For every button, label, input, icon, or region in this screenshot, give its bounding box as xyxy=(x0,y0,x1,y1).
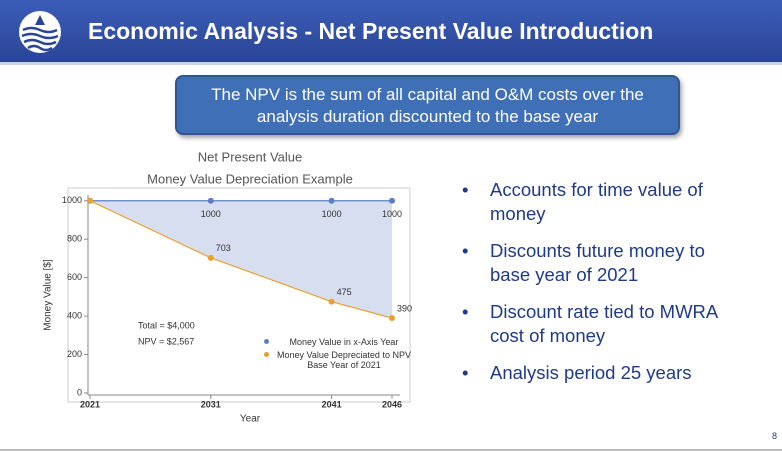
legend-label: Money Value Depreciated to NPV Base Year… xyxy=(277,350,411,370)
header-bar xyxy=(0,0,782,65)
bullet: Discount rate tied to MWRA cost of money xyxy=(458,300,733,348)
gap-area xyxy=(90,200,392,319)
data-point xyxy=(389,197,395,204)
chart-subtitle: Money Value Depreciation Example xyxy=(147,171,353,186)
data-label: 1000 xyxy=(322,209,342,219)
slide-edge xyxy=(0,449,782,451)
chart-title: Net Present Value xyxy=(198,149,303,164)
legend-marker xyxy=(264,339,269,344)
y-tick-label: 0 xyxy=(77,387,82,397)
logo xyxy=(19,11,61,53)
data-point xyxy=(207,197,214,204)
data-point xyxy=(87,197,93,204)
callout: The NPV is the sum of all capital and O&… xyxy=(175,75,680,135)
data-label: 1000 xyxy=(201,209,221,219)
y-tick-label: 600 xyxy=(67,272,82,282)
legend-label: Money Value in x-Axis Year xyxy=(289,337,399,347)
data-point xyxy=(328,298,335,305)
data-point xyxy=(389,315,395,322)
data-label: 475 xyxy=(337,287,352,297)
bullet: Accounts for time value of money xyxy=(458,178,733,226)
legend-entry: Money Value in x-Axis Year xyxy=(262,337,412,347)
data-label: 390 xyxy=(397,303,412,313)
page-number: 8 xyxy=(772,431,778,441)
annotation: Total = $4,000 xyxy=(138,320,195,330)
data-point xyxy=(328,197,335,204)
x-axis-label: Year xyxy=(240,414,261,425)
legend-marker xyxy=(264,352,269,357)
x-tick-label: 2021 xyxy=(80,399,100,409)
bullet-list: Accounts for time value of money Discount… xyxy=(458,178,733,398)
series-line xyxy=(89,200,393,319)
y-axis-label: Money Value [$] xyxy=(43,259,54,331)
y-tick-label: 1000 xyxy=(62,195,82,205)
x-tick-label: 2046 xyxy=(382,399,402,409)
slide-title: Economic Analysis - Net Present Value In… xyxy=(88,18,654,44)
data-label: 703 xyxy=(216,243,231,253)
bullet: Discounts future money to base year of 2… xyxy=(458,239,733,287)
x-tick-label: 2031 xyxy=(201,399,221,409)
legend-entry: Money Value Depreciated to NPV Base Year… xyxy=(262,350,412,370)
y-tick-label: 400 xyxy=(67,310,82,320)
y-tick-label: 200 xyxy=(67,349,82,359)
y-tick-label: 800 xyxy=(67,234,82,244)
data-point xyxy=(207,254,214,261)
data-label: 1000 xyxy=(382,209,402,219)
annotation: NPV = $2,567 xyxy=(138,336,194,346)
bullet: Analysis period 25 years xyxy=(458,361,733,385)
x-tick-label: 2041 xyxy=(322,399,342,409)
legend: Money Value in x-Axis Year Money Value De… xyxy=(262,337,412,373)
